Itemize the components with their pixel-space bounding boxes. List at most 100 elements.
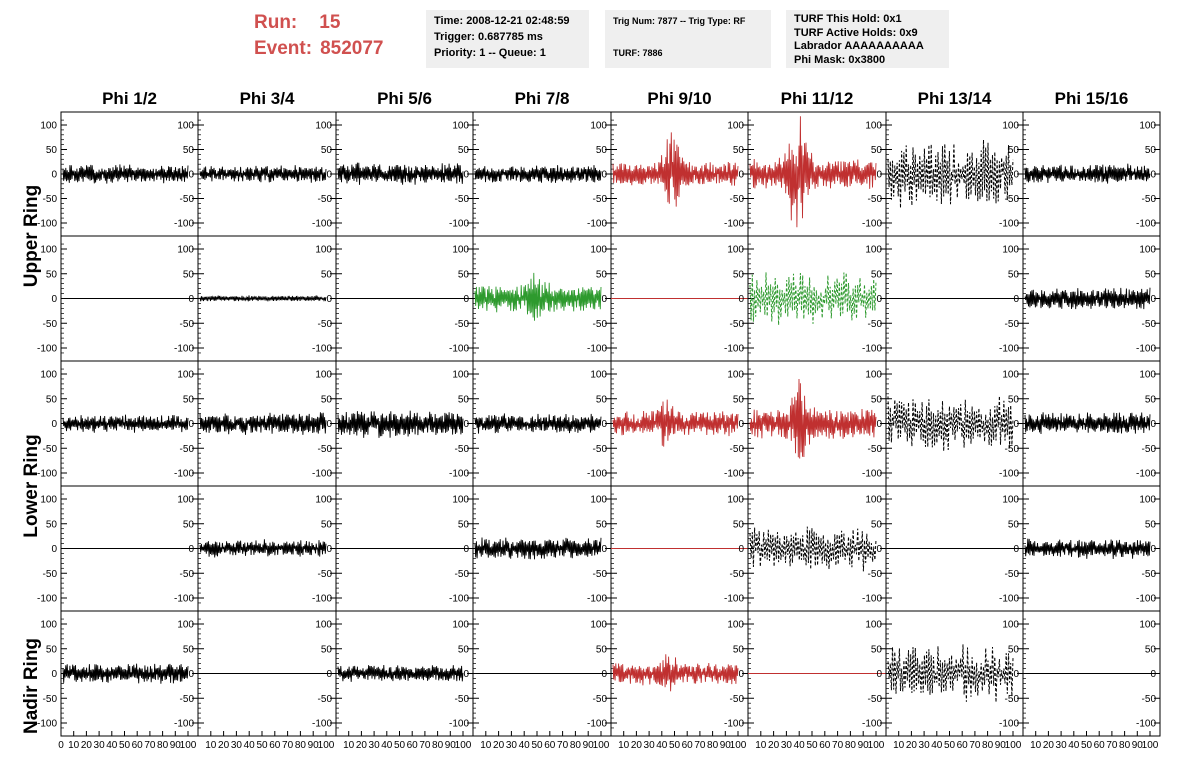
x-tick-label: 50: [669, 740, 681, 751]
y-tick-label: 0: [188, 294, 194, 305]
y-tick-label: -100: [862, 344, 882, 355]
y-tick-label: -100: [999, 469, 1019, 480]
y-tick-label: 100: [452, 245, 469, 256]
waveform-trace: [887, 395, 1014, 452]
y-tick-label: 100: [1139, 121, 1156, 132]
event-label: Event:: [254, 38, 313, 59]
x-tick-label: 50: [806, 740, 818, 751]
y-tick-label: -50: [868, 694, 883, 705]
y-tick-label: -50: [455, 569, 470, 580]
x-tick-label: 40: [244, 740, 256, 751]
y-tick-label: 50: [1008, 145, 1020, 156]
y-tick-label: -50: [318, 444, 333, 455]
y-tick-label: 100: [1139, 495, 1156, 506]
y-tick-label: -50: [593, 694, 608, 705]
waveform-trace: [199, 295, 327, 302]
y-tick-label: -100: [312, 344, 332, 355]
y-tick-label: 50: [596, 644, 608, 655]
y-tick-label: 0: [1013, 294, 1019, 305]
x-tick-label: 90: [445, 740, 457, 751]
x-tick-label: 90: [1132, 740, 1144, 751]
y-tick-label: 50: [596, 145, 608, 156]
x-tick-label: 70: [419, 740, 431, 751]
x-tick-label: 90: [858, 740, 870, 751]
y-tick-label: 50: [1145, 145, 1157, 156]
y-tick-label: 100: [177, 370, 194, 381]
y-tick-label: 0: [463, 294, 469, 305]
waveform-trace: [337, 664, 464, 682]
y-tick-label: -50: [730, 694, 745, 705]
y-tick-label: 100: [727, 121, 744, 132]
y-tick-label: 50: [733, 145, 745, 156]
y-tick-label: 100: [1139, 620, 1156, 631]
x-tick-label: 70: [969, 740, 981, 751]
y-tick-label: 0: [326, 294, 332, 305]
y-tick-label: 100: [315, 370, 332, 381]
waveform-trace: [749, 116, 877, 228]
y-tick-label: 0: [876, 170, 882, 181]
y-tick-label: -100: [174, 219, 194, 230]
y-tick-label: -100: [862, 594, 882, 605]
x-tick-label: 90: [583, 740, 595, 751]
x-tick-label: 30: [644, 740, 656, 751]
y-tick-label: -50: [1142, 444, 1157, 455]
y-tick-label: 0: [1013, 669, 1019, 680]
y-tick-label: -50: [730, 194, 745, 205]
y-tick-label: -50: [43, 194, 58, 205]
y-tick-label: -100: [312, 469, 332, 480]
trig-text: Trig Num: 7877 -- Trig Type: RF: [613, 16, 746, 26]
x-tick-label: 60: [957, 740, 969, 751]
waveform-trace: [887, 644, 1014, 703]
waveform-trace: [749, 526, 877, 572]
y-tick-label: 100: [865, 620, 882, 631]
y-tick-label: -50: [1142, 194, 1157, 205]
y-tick-label: 0: [326, 544, 332, 555]
y-tick-label: -100: [862, 469, 882, 480]
y-tick-label: -100: [724, 344, 744, 355]
run-value: 15: [319, 12, 341, 33]
y-tick-label: 50: [871, 519, 883, 530]
y-tick-label: 50: [46, 644, 58, 655]
y-tick-label: 50: [733, 394, 745, 405]
y-tick-label: 50: [1145, 269, 1157, 280]
y-tick-label: -50: [730, 319, 745, 330]
y-tick-label: -100: [724, 719, 744, 730]
x-tick-label: 50: [119, 740, 131, 751]
x-tick-label: 70: [832, 740, 844, 751]
turf-this-hold-text: TURF This Hold: 0x1: [794, 13, 902, 25]
y-tick-label: 50: [1008, 394, 1020, 405]
trig-info-box: Trig Num: 7877 -- Trig Type: RF TURF: 78…: [605, 10, 771, 68]
waveform-trace: [474, 537, 602, 560]
y-tick-label: -50: [593, 319, 608, 330]
x-tick-label: 60: [1094, 740, 1106, 751]
y-tick-label: -50: [43, 694, 58, 705]
y-tick-label: 100: [727, 495, 744, 506]
y-tick-label: 50: [1145, 519, 1157, 530]
y-tick-label: 100: [177, 620, 194, 631]
waveform-trace: [199, 412, 327, 435]
y-tick-label: 50: [733, 519, 745, 530]
y-tick-label: 50: [458, 269, 470, 280]
y-tick-label: 100: [1002, 121, 1019, 132]
x-tick-label: 20: [356, 740, 368, 751]
y-tick-label: -50: [180, 194, 195, 205]
y-tick-label: 50: [321, 519, 333, 530]
y-tick-label: 0: [326, 419, 332, 430]
x-tick-label: 80: [570, 740, 582, 751]
y-tick-label: 50: [458, 145, 470, 156]
y-tick-label: -100: [587, 219, 607, 230]
waveform-trace: [612, 132, 739, 207]
y-tick-label: 100: [1002, 495, 1019, 506]
x-tick-label: 20: [906, 740, 918, 751]
y-tick-label: -50: [43, 569, 58, 580]
waveform-trace: [62, 414, 189, 433]
y-tick-label: 50: [871, 644, 883, 655]
y-tick-label: 100: [315, 495, 332, 506]
y-tick-label: 100: [177, 121, 194, 132]
y-tick-label: 50: [46, 519, 58, 530]
y-tick-label: -100: [37, 469, 57, 480]
x-tick-label: 50: [531, 740, 543, 751]
x-tick-label: 100: [730, 740, 747, 751]
y-tick-label: 100: [590, 121, 607, 132]
y-tick-label: -50: [1005, 194, 1020, 205]
